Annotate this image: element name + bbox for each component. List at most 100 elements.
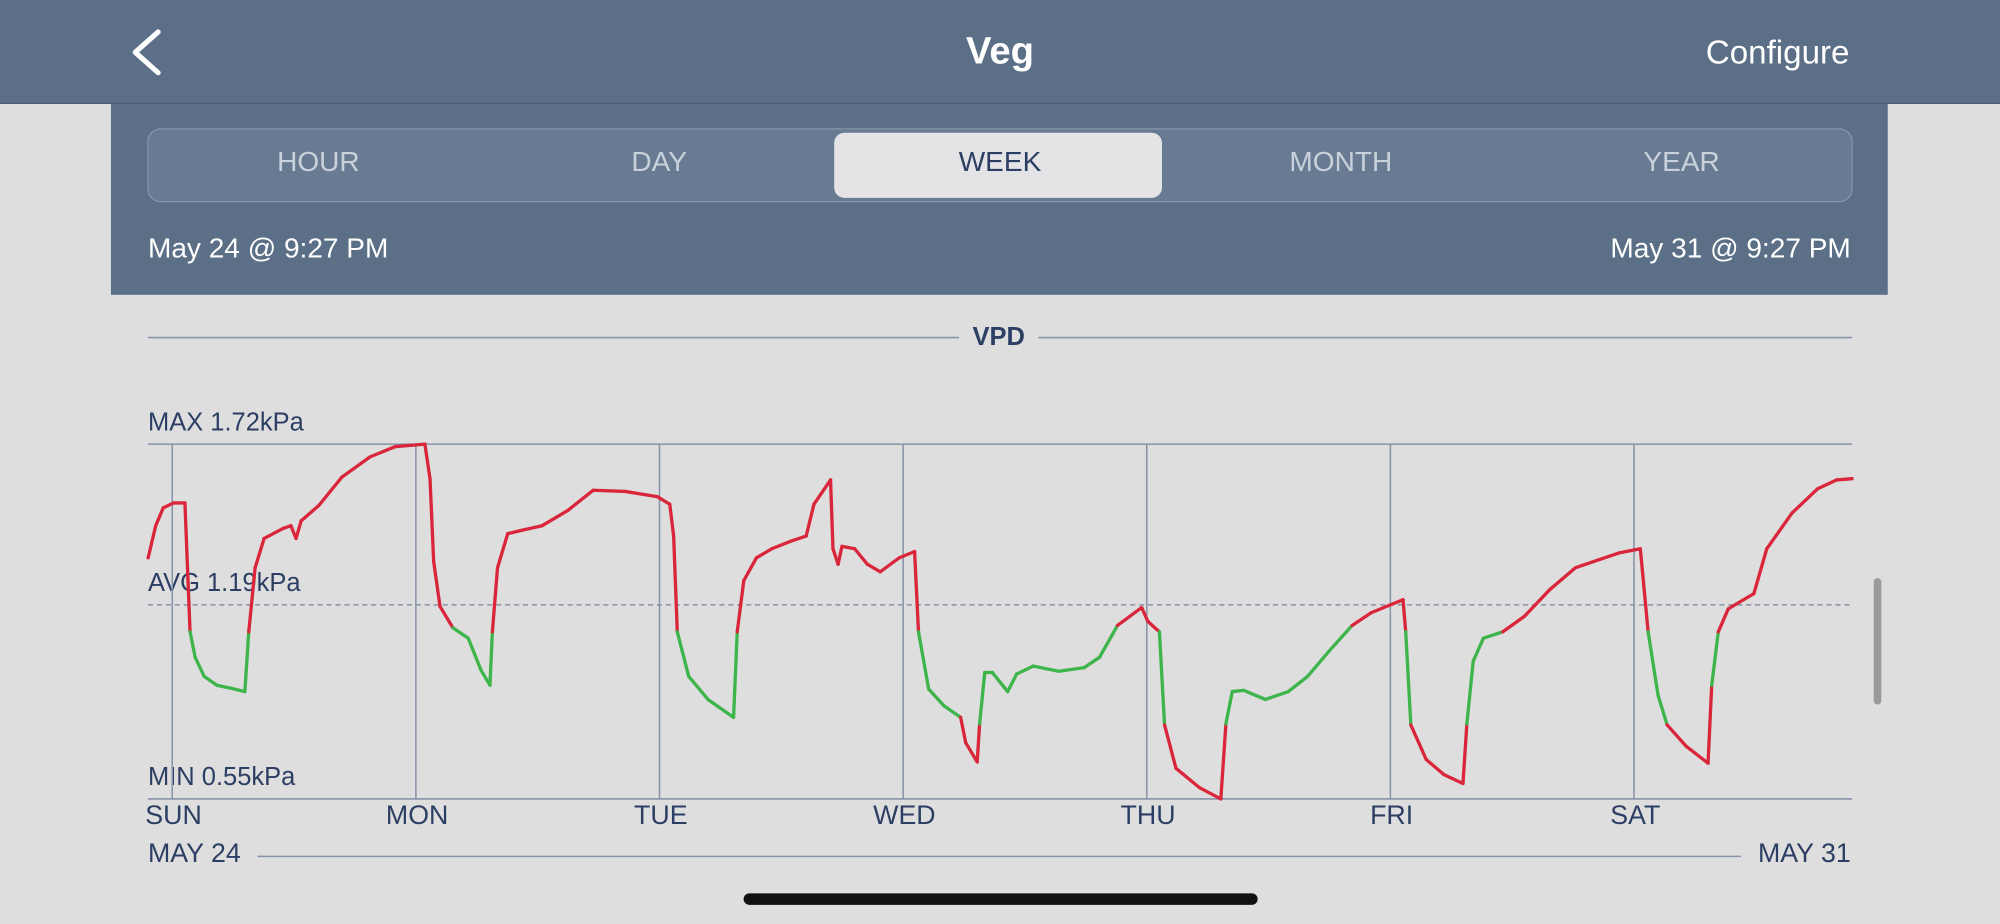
vpd-line-segment	[340, 455, 372, 479]
vpd-line-segment	[1465, 659, 1475, 726]
vpd-line-segment	[432, 559, 442, 609]
vpd-line-segment	[735, 578, 746, 634]
vpd-line-segment	[1716, 607, 1730, 634]
tab[interactable]: YEAR	[1643, 146, 1719, 177]
vpd-line-segment	[1157, 630, 1167, 727]
vpd-line-segment	[1816, 478, 1839, 491]
vpd-line-segment	[1835, 477, 1854, 482]
vpd-line-segment	[655, 494, 672, 506]
selected-tab	[834, 132, 1162, 198]
vpd-line-segment	[1305, 649, 1331, 679]
range-start: May 24 @ 9:27 PM	[148, 233, 388, 264]
vpd-line-segment	[183, 501, 192, 634]
vpd-line-segment	[1174, 766, 1201, 790]
vpd-line-segment	[1522, 588, 1552, 619]
vpd-line-segment	[1139, 605, 1150, 624]
vpd-line-segment	[1471, 636, 1486, 663]
vpd-line-segment	[1327, 623, 1354, 653]
vpd-line-segment	[299, 503, 321, 523]
date-end: MAY 31	[1758, 838, 1851, 868]
vpd-line-segment	[591, 488, 627, 494]
vpd-line-segment	[566, 488, 595, 513]
configure-button[interactable]: Configure	[1706, 35, 1850, 72]
vpd-line-segment	[438, 604, 455, 630]
tab[interactable]: MONTH	[1289, 146, 1392, 177]
vpd-line-segment	[1599, 551, 1622, 561]
vpd-line-segment	[1790, 487, 1820, 515]
vpd-line-segment	[1015, 664, 1035, 676]
vpd-line-segment	[770, 539, 793, 551]
vpd-line-segment	[247, 566, 257, 634]
vpd-line-segment	[1573, 557, 1603, 570]
vpd-line-segment	[1726, 591, 1756, 611]
date-start: MAY 24	[148, 838, 241, 868]
tab[interactable]: HOUR	[277, 146, 360, 177]
vpd-line-segment	[942, 704, 963, 720]
vpd-line-segment	[1461, 722, 1469, 786]
vpd-line-segment	[1404, 630, 1413, 727]
vpd-line-segment	[466, 636, 483, 672]
vpd-line-segment	[731, 630, 739, 720]
vpd-line-segment	[1115, 605, 1144, 628]
nav-bar	[0, 0, 2000, 104]
vpd-line-segment	[1057, 665, 1086, 673]
vpd-line-segment	[1369, 598, 1405, 615]
vpd-line-segment	[154, 506, 165, 528]
vpd-line-segment	[1350, 611, 1373, 628]
vpd-line-segment	[1646, 630, 1660, 698]
vpd-line-segment	[1005, 672, 1019, 694]
vpd-line-segment	[958, 715, 968, 745]
x-tick-label: SAT	[1610, 800, 1660, 830]
vpd-line-segment	[1706, 683, 1714, 765]
vpd-line-segment	[451, 626, 470, 640]
vpd-line-segment	[975, 722, 982, 764]
vpd-line-segment	[1548, 566, 1577, 592]
vpd-line-segment	[916, 630, 931, 691]
vpd-line-segment	[742, 556, 759, 583]
vpd-line-segment	[789, 534, 808, 543]
chart-title: VPD	[973, 323, 1025, 351]
vpd-line-segment	[687, 674, 710, 702]
vpd-line-segment	[1031, 664, 1061, 673]
vpd-line-segment	[852, 547, 869, 566]
range-end: May 31 @ 9:27 PM	[1610, 233, 1850, 264]
vpd-line-segment	[1224, 689, 1234, 726]
vpd-line-segment	[675, 630, 691, 679]
vpd-line-segment	[1097, 623, 1120, 659]
tab[interactable]: DAY	[631, 146, 687, 177]
vpd-line-segment	[1665, 723, 1689, 749]
vpd-line-segment	[1146, 619, 1162, 634]
x-tick-label: TUE	[634, 800, 688, 830]
vpd-line-segment	[1656, 693, 1669, 727]
vpd-line-segment	[294, 519, 303, 541]
vpd-line-segment	[1752, 547, 1769, 596]
vpd-line-segment	[253, 536, 266, 570]
vpd-line-segment	[706, 697, 736, 720]
vpd-line-segment	[1242, 688, 1268, 702]
vpd-line-segment	[812, 478, 833, 506]
vpd-line-segment	[193, 655, 206, 679]
vpd-line-segment	[428, 477, 436, 564]
vpd-line-segment	[506, 528, 525, 536]
vpd-line-segment	[1197, 785, 1223, 801]
y-tick-label: MAX 1.72kPa	[148, 408, 305, 436]
vpd-line-segment	[927, 687, 946, 708]
vpd-line-segment	[1481, 630, 1505, 640]
home-indicator	[743, 893, 1258, 905]
vpd-line-segment	[409, 442, 427, 448]
vpd-line-segment	[1710, 630, 1720, 687]
vpd-line-segment	[215, 683, 232, 690]
vpd-line-segment	[1618, 547, 1642, 555]
vpd-line-segment	[228, 686, 247, 694]
tab[interactable]: WEEK	[959, 146, 1042, 177]
vpd-line-segment	[1263, 689, 1290, 702]
vpd-line-segment	[1162, 723, 1178, 770]
x-tick-label: MON	[386, 800, 448, 830]
vpd-line-segment	[828, 478, 835, 551]
vpd-line-segment	[912, 549, 921, 634]
vpd-line-segment	[668, 502, 676, 538]
back-button[interactable]	[132, 29, 161, 76]
y-tick-label: MIN 0.55kPa	[148, 763, 296, 791]
